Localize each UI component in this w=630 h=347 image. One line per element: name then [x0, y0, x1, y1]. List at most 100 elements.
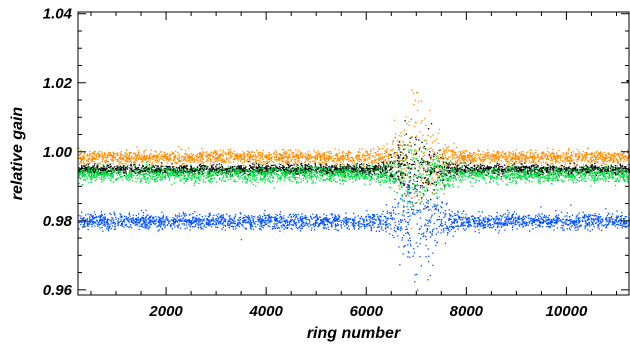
data-point [309, 167, 311, 169]
data-point [290, 160, 292, 162]
data-point [208, 154, 210, 156]
data-point [360, 163, 363, 165]
data-point [403, 184, 405, 186]
data-point [264, 155, 266, 157]
data-point [435, 173, 437, 175]
data-point [397, 154, 399, 156]
data-point [553, 156, 555, 158]
data-point [446, 162, 448, 165]
data-point [186, 169, 188, 172]
data-point [130, 162, 132, 164]
data-point [566, 157, 568, 160]
data-point [419, 195, 421, 197]
data-point [324, 162, 326, 164]
data-point [402, 172, 404, 174]
data-point [593, 159, 595, 161]
data-point [120, 153, 123, 155]
data-point [292, 151, 294, 154]
data-point [111, 168, 114, 170]
data-point [386, 148, 388, 150]
data-point [559, 154, 561, 157]
data-point [335, 168, 337, 170]
data-point [209, 170, 211, 172]
data-point [113, 154, 115, 156]
data-point [99, 168, 101, 170]
data-point [581, 154, 584, 156]
data-point [227, 169, 229, 172]
data-point [227, 151, 230, 153]
data-point [176, 157, 178, 159]
data-point [445, 161, 447, 163]
data-point [180, 158, 182, 160]
data-point [106, 166, 108, 168]
data-point [526, 152, 528, 154]
data-point [388, 157, 390, 159]
data-point [116, 165, 118, 167]
data-point [468, 164, 470, 166]
data-point [190, 166, 192, 168]
data-point [492, 170, 495, 172]
data-point [85, 159, 87, 161]
data-point [532, 156, 534, 158]
data-point [272, 161, 275, 163]
data-point [483, 169, 485, 171]
data-point [369, 158, 371, 160]
data-point [563, 154, 565, 157]
data-point [504, 154, 506, 156]
data-point [180, 160, 182, 162]
data-point [184, 171, 187, 173]
data-point [244, 165, 246, 167]
data-point [331, 173, 333, 175]
data-point [447, 146, 449, 148]
data-point [391, 162, 394, 164]
data-point [537, 165, 539, 168]
data-point [522, 154, 524, 156]
data-point [199, 165, 201, 167]
data-point [196, 158, 198, 160]
data-point [313, 149, 315, 151]
data-point [394, 119, 396, 121]
data-point [87, 158, 90, 160]
data-point [187, 161, 190, 163]
data-point [423, 167, 425, 169]
data-point [492, 158, 494, 161]
data-point [403, 148, 405, 151]
data-point [128, 156, 130, 158]
data-point [404, 134, 406, 136]
data-point [603, 157, 606, 159]
data-point [98, 150, 100, 153]
data-point [382, 169, 384, 172]
data-point [110, 170, 112, 172]
data-point [509, 159, 511, 161]
data-point [262, 149, 264, 152]
data-point [278, 153, 280, 155]
data-point [295, 149, 297, 151]
data-point [88, 162, 91, 164]
data-point [154, 155, 157, 157]
data-point [228, 161, 230, 163]
data-point [348, 150, 350, 152]
data-point [570, 158, 572, 160]
data-point [585, 167, 587, 170]
data-point [156, 159, 158, 161]
data-point [332, 166, 334, 169]
data-point [481, 158, 483, 160]
data-point [351, 167, 353, 169]
data-point [304, 164, 306, 167]
data-point [246, 169, 248, 171]
data-point [339, 156, 342, 158]
data-point [571, 169, 573, 171]
data-point [498, 163, 500, 165]
data-point [550, 155, 552, 157]
data-point [366, 167, 368, 169]
data-point [157, 157, 159, 159]
data-point [536, 168, 538, 171]
data-point [454, 160, 457, 162]
data-point [274, 156, 276, 159]
data-point [253, 166, 255, 168]
data-point [232, 167, 234, 169]
data-point [246, 154, 248, 156]
data-point [161, 155, 163, 157]
data-point [442, 154, 444, 156]
data-point [414, 164, 416, 166]
